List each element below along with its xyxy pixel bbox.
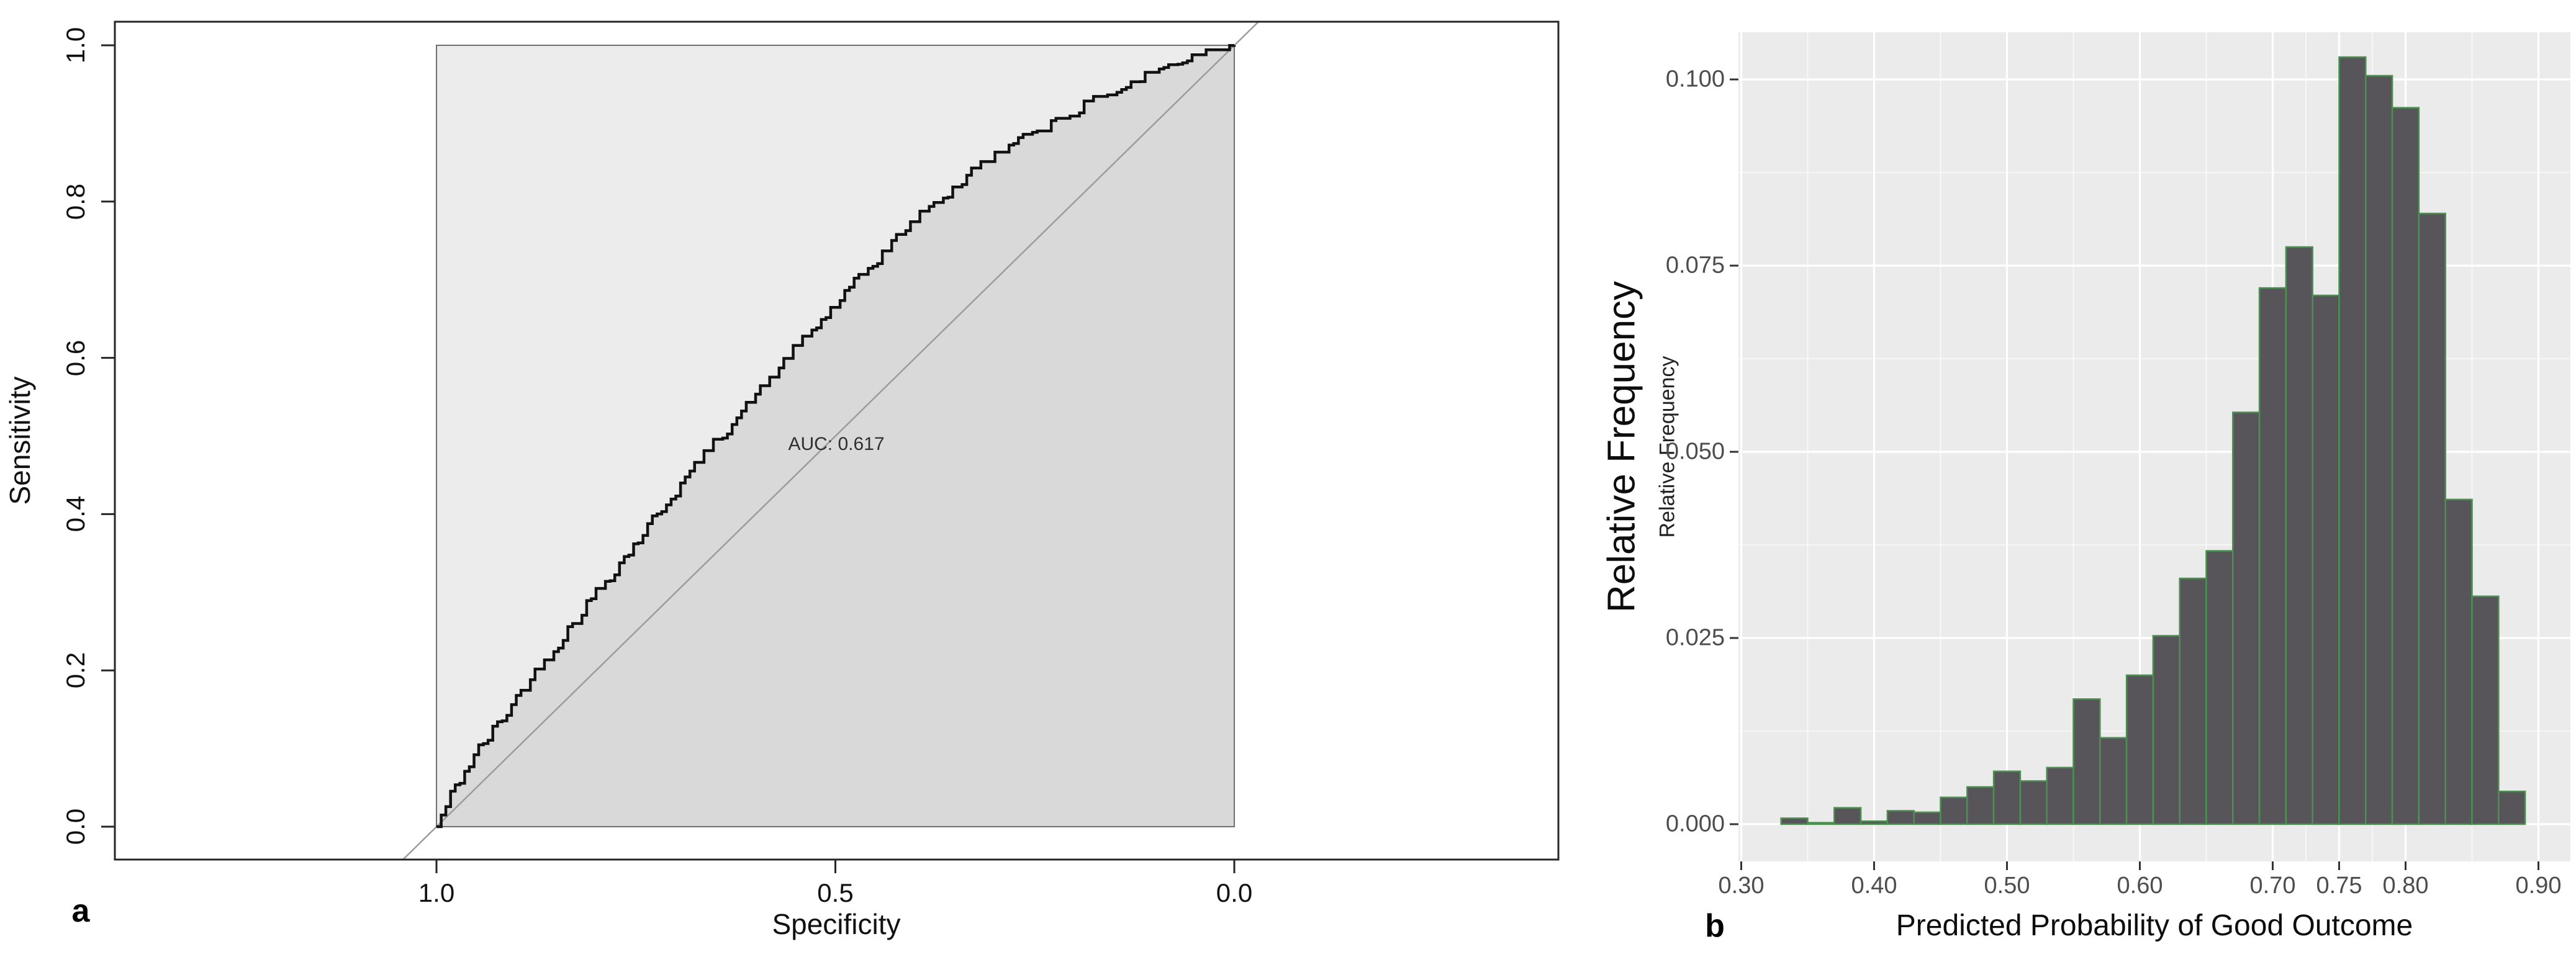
histogram-bar [1940, 796, 1968, 825]
roc-auc-annotation: AUC: 0.617 [788, 434, 885, 454]
hist-x-tick-label: 0.70 [2249, 873, 2296, 899]
histogram-bar [1992, 770, 2022, 825]
histogram-bar [2232, 411, 2261, 825]
hist-x-tick-label: 0.40 [1851, 873, 1897, 899]
histogram-bar [2205, 550, 2234, 825]
histogram-bar [2471, 595, 2500, 825]
roc-y-tick-label: 0.2 [61, 652, 90, 689]
histogram-bar [2418, 212, 2446, 825]
panel-letter-a: a [71, 893, 90, 929]
hist-y-tick-label: 0.050 [1665, 438, 1725, 465]
roc-y-tick-label: 0.6 [61, 339, 90, 376]
roc-x-tick-label: 0.0 [1216, 878, 1253, 907]
hist-x-tick-label: 0.30 [1718, 873, 1765, 899]
roc-y-tick-label: 0.4 [61, 496, 90, 532]
histogram-bar [2391, 107, 2420, 825]
hist-x-tick-label: 0.90 [2515, 873, 2562, 899]
histogram-bar [1807, 822, 1835, 825]
roc-y-axis-title: Sensitivity [4, 376, 36, 505]
roc-y-tick-label: 0.0 [61, 808, 90, 845]
histogram-bar [1780, 817, 1809, 825]
histogram-bar [2338, 56, 2367, 825]
hist-x-tick-label: 0.60 [2117, 873, 2163, 899]
histogram-bar [2444, 498, 2473, 825]
roc-x-tick-label: 0.5 [817, 878, 854, 907]
histogram-bar [1913, 811, 1941, 825]
histogram-bar [2046, 766, 2074, 825]
hist-y-tick-label: 0.000 [1665, 811, 1725, 837]
hist-x-tick-label: 0.50 [1984, 873, 2030, 899]
histogram-bar [2152, 635, 2181, 825]
histogram-bar [2258, 287, 2287, 825]
histogram-bar [2365, 74, 2393, 825]
histogram-bar [1833, 807, 1862, 825]
panel-letter-b: b [1705, 908, 1725, 944]
histogram-bar [2285, 246, 2313, 825]
hist-y-tick-label: 0.025 [1665, 624, 1725, 651]
hist-y-tick-label: 0.100 [1665, 66, 1725, 92]
histogram-bar [1966, 786, 1995, 825]
roc-y-tick-label: 0.8 [61, 183, 90, 220]
histogram-bar [1886, 810, 1915, 825]
hist-y-tick-label: 0.075 [1665, 252, 1725, 279]
histogram-bar [1860, 820, 1889, 825]
histogram-bar [2498, 790, 2526, 825]
hist-x-axis-title: Predicted Probability of Good Outcome [1896, 909, 2413, 942]
histogram-bar [2312, 294, 2340, 825]
histogram-bar [2125, 674, 2154, 825]
histogram-bar [2072, 698, 2101, 825]
histogram-bar [2099, 737, 2128, 825]
histogram-bar [2179, 577, 2207, 825]
roc-x-tick-label: 1.0 [418, 878, 455, 907]
roc-y-tick-label: 1.0 [61, 27, 90, 64]
hist-x-tick-label: 0.80 [2382, 873, 2429, 899]
histogram-bar [2019, 780, 2048, 825]
hist-x-tick-label: 0.75 [2316, 873, 2362, 899]
roc-x-axis-title: Specificity [772, 908, 901, 940]
hist-y-axis-title-outer: Relative Frequency [1600, 281, 1643, 613]
